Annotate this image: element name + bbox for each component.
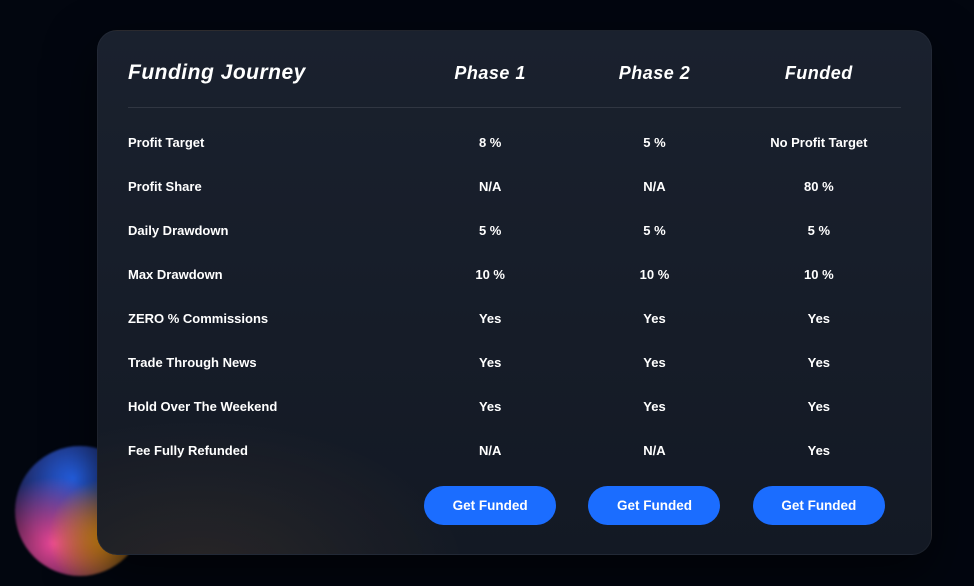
pricing-card: Funding Journey Phase 1 Phase 2 Funded P…	[97, 30, 932, 555]
cell: N/A	[408, 443, 572, 458]
column-header-phase1: Phase 1	[408, 63, 572, 84]
cell: Yes	[408, 399, 572, 414]
cell: Yes	[737, 399, 901, 414]
cell: 10 %	[572, 267, 736, 282]
row-label: Profit Target	[128, 135, 408, 150]
get-funded-button-phase2[interactable]: Get Funded	[588, 486, 720, 525]
row-label: Fee Fully Refunded	[128, 443, 408, 458]
cell: 80 %	[737, 179, 901, 194]
table-row: Fee Fully Refunded N/A N/A Yes	[128, 428, 901, 472]
cta-cell: Get Funded	[737, 486, 901, 525]
row-label: Max Drawdown	[128, 267, 408, 282]
table-row: ZERO % Commissions Yes Yes Yes	[128, 296, 901, 340]
cell: Yes	[572, 311, 736, 326]
cell: Yes	[737, 355, 901, 370]
cell: 5 %	[737, 223, 901, 238]
row-label: Profit Share	[128, 179, 408, 194]
cta-cell: Get Funded	[408, 486, 572, 525]
row-label: Daily Drawdown	[128, 223, 408, 238]
table-title: Funding Journey	[128, 61, 408, 85]
cell: Yes	[408, 355, 572, 370]
cell: Yes	[408, 311, 572, 326]
table-row: Profit Target 8 % 5 % No Profit Target	[128, 120, 901, 164]
table-body: Profit Target 8 % 5 % No Profit Target P…	[128, 108, 901, 472]
table-row: Profit Share N/A N/A 80 %	[128, 164, 901, 208]
cell: N/A	[572, 443, 736, 458]
table-row: Hold Over The Weekend Yes Yes Yes	[128, 384, 901, 428]
cell: Yes	[737, 443, 901, 458]
cell: Yes	[572, 355, 736, 370]
table-row: Trade Through News Yes Yes Yes	[128, 340, 901, 384]
get-funded-button-phase1[interactable]: Get Funded	[424, 486, 556, 525]
table-row: Max Drawdown 10 % 10 % 10 %	[128, 252, 901, 296]
cell: N/A	[572, 179, 736, 194]
cell: N/A	[408, 179, 572, 194]
row-label: ZERO % Commissions	[128, 311, 408, 326]
row-label: Trade Through News	[128, 355, 408, 370]
cell: 10 %	[737, 267, 901, 282]
cell: 5 %	[572, 223, 736, 238]
column-header-phase2: Phase 2	[572, 63, 736, 84]
cell: 8 %	[408, 135, 572, 150]
cell: 5 %	[408, 223, 572, 238]
cell: Yes	[572, 399, 736, 414]
cta-cell: Get Funded	[572, 486, 736, 525]
row-label: Hold Over The Weekend	[128, 399, 408, 414]
cell: 5 %	[572, 135, 736, 150]
cell: No Profit Target	[737, 135, 901, 150]
cell: 10 %	[408, 267, 572, 282]
table-header-row: Funding Journey Phase 1 Phase 2 Funded	[128, 55, 901, 108]
get-funded-button-funded[interactable]: Get Funded	[753, 486, 885, 525]
cta-row: Get Funded Get Funded Get Funded	[128, 472, 901, 525]
cell: Yes	[737, 311, 901, 326]
table-row: Daily Drawdown 5 % 5 % 5 %	[128, 208, 901, 252]
column-header-funded: Funded	[737, 63, 901, 84]
